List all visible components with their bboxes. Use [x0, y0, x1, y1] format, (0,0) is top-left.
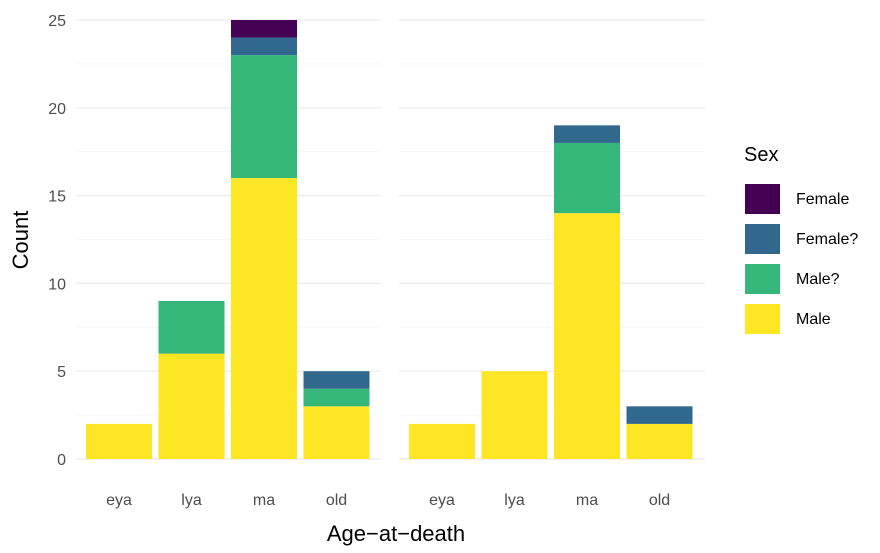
legend-label: Male?	[796, 271, 840, 288]
x-tick-label: eya	[106, 492, 132, 509]
bar-segment-female-uncertain	[626, 406, 693, 424]
legend-swatch	[745, 304, 780, 334]
bar-segment-male	[303, 406, 370, 459]
bar-segment-female	[231, 20, 297, 38]
bar-segment-male	[158, 353, 225, 459]
bar-segment-male-uncertain	[554, 142, 620, 214]
legend-label: Female?	[796, 231, 858, 248]
tick-labels: 0 5 10 15 20 25 eya lya ma old eya lya ma old	[48, 13, 670, 509]
x-tick-label: lya	[181, 492, 202, 509]
bar-segment-male-uncertain	[303, 388, 370, 407]
legend: Sex Female Female? Male? Male	[744, 144, 858, 334]
legend-swatch	[745, 264, 780, 294]
x-tick-label: ma	[253, 492, 275, 509]
y-tick-label: 10	[48, 276, 66, 293]
x-tick-label: old	[649, 492, 670, 509]
bar-segment-female-uncertain	[231, 37, 297, 56]
legend-swatch	[745, 224, 780, 254]
bar-segment-male	[231, 178, 297, 460]
x-tick-label: eya	[429, 492, 455, 509]
bar-segment-male	[481, 371, 548, 459]
x-tick-label: old	[326, 492, 347, 509]
bars	[86, 20, 693, 460]
x-tick-label: lya	[504, 492, 525, 509]
legend-items: Female Female? Male? Male	[745, 184, 858, 334]
legend-swatch	[745, 184, 780, 214]
legend-title: Sex	[744, 144, 778, 166]
bar-segment-male	[409, 423, 475, 459]
y-tick-label: 0	[57, 452, 66, 469]
x-tick-label: ma	[576, 492, 598, 509]
bar-segment-male-uncertain	[231, 55, 297, 179]
bar-segment-female-uncertain	[303, 371, 370, 389]
bar-segment-male	[626, 423, 693, 459]
bar-segment-male	[554, 213, 620, 459]
legend-label: Male	[796, 311, 831, 328]
x-axis-title: Age−at−death	[327, 521, 465, 546]
y-tick-label: 20	[48, 101, 66, 118]
y-tick-label: 25	[48, 13, 66, 30]
bar-segment-female-uncertain	[554, 125, 620, 143]
y-tick-label: 15	[48, 189, 66, 206]
bar-segment-male	[86, 423, 152, 459]
legend-label: Female	[796, 191, 849, 208]
bar-segment-male-uncertain	[158, 300, 225, 354]
y-tick-label: 5	[57, 364, 66, 381]
y-axis-title: Count	[8, 211, 33, 270]
